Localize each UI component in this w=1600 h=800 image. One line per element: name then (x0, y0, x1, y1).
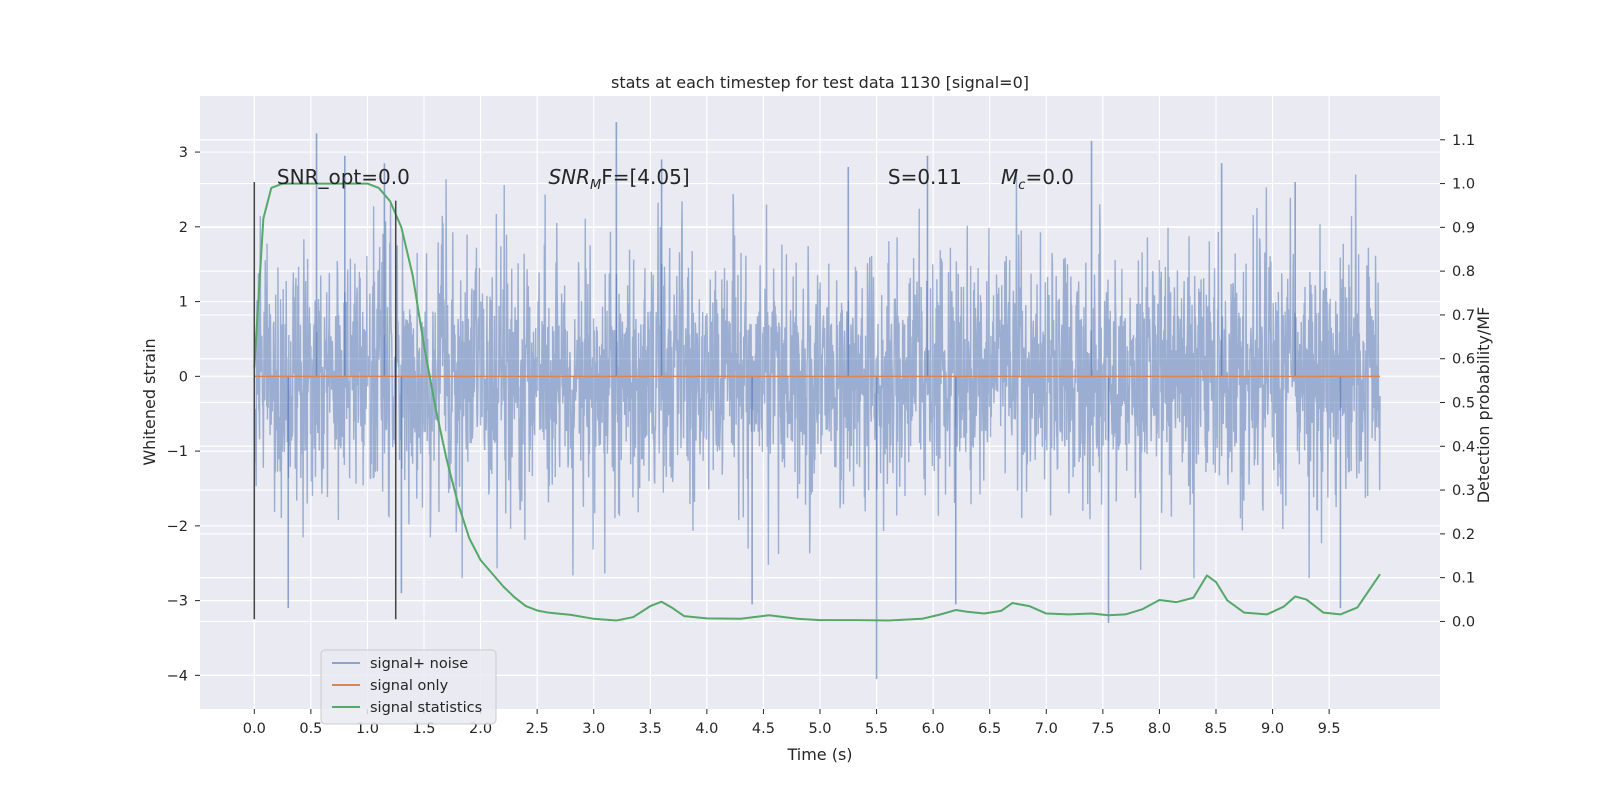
x-tick-label: 3.0 (582, 721, 605, 737)
x-tick-label: 5.0 (808, 721, 831, 737)
x-tick-label: 8.0 (1148, 721, 1171, 737)
legend: signal+ noise signal only signal statist… (320, 649, 497, 725)
y-tick-label: 3 (179, 145, 188, 161)
y2-tick-label: 0.6 (1452, 352, 1475, 368)
axis-ticks: 0.0 0.5 1.0 1.5 2.0 2.5 3.0 3.5 4.0 4.5 5.0 5.5 6.0 6… (167, 133, 1475, 737)
annotation-s: S=0.11 (888, 165, 962, 189)
series-layer (253, 122, 1381, 680)
annotation-mc-tail: =0.0 (1025, 165, 1074, 189)
annotation-snr-mf: SNRMF=[4.05] (548, 165, 689, 193)
legend-box (320, 649, 497, 725)
y2-tick-label: 0.4 (1452, 439, 1475, 455)
x-tick-label: 7.5 (1091, 721, 1114, 737)
x-tick-label: 7.0 (1035, 721, 1058, 737)
x-tick-label: 5.5 (865, 721, 888, 737)
x-tick-label: 6.0 (922, 721, 945, 737)
x-tick-label: 9.5 (1318, 721, 1341, 737)
x-tick-label: 1.0 (356, 721, 379, 737)
x-tick-label: 9.0 (1261, 721, 1284, 737)
x-tick-label: 1.5 (412, 721, 435, 737)
y-axis-title: Whitened strain (140, 338, 159, 465)
x-tick-label: 4.0 (695, 721, 718, 737)
y2-axis-title: Detection probability/MF (1474, 307, 1493, 504)
chart-title: stats at each timestep for test data 113… (611, 73, 1029, 92)
x-tick-label: 0.5 (299, 721, 322, 737)
x-tick-label: 4.5 (752, 721, 775, 737)
y2-tick-label: 0.2 (1452, 527, 1475, 543)
y2-tick-label: 0.3 (1452, 483, 1475, 499)
annotations: SNR_opt=0.0 SNRMF=[4.05] S=0.11 Mc=0.0 (277, 165, 1074, 193)
annotation-mc: Mc=0.0 (1001, 165, 1074, 193)
legend-label-signal-only: signal only (370, 678, 449, 694)
x-tick-label: 8.5 (1204, 721, 1227, 737)
signal-noise-waveform (253, 174, 1381, 579)
y2-tick-label: 0.0 (1452, 614, 1475, 630)
x-tick-label: 0.0 (243, 721, 266, 737)
y2-tick-label: 0.9 (1452, 220, 1475, 236)
signal-statistics-line (253, 182, 1381, 622)
annotation-snr-mf-sub: M (590, 178, 601, 193)
y2-tick-label: 1.1 (1452, 133, 1475, 149)
y2-tick-label: 0.5 (1452, 396, 1475, 412)
y-tick-label: 2 (179, 220, 188, 236)
x-tick-label: 2.0 (469, 721, 492, 737)
y-tick-label: −2 (167, 519, 188, 535)
y-tick-label: 0 (179, 369, 188, 385)
y-tick-label: 1 (179, 295, 188, 311)
vertical-markers (253, 181, 397, 620)
x-tick-label: 6.5 (978, 721, 1001, 737)
legend-label-signal-statistics: signal statistics (370, 700, 482, 716)
annotation-mc-main: M (1001, 165, 1018, 189)
x-axis-title: Time (s) (786, 745, 852, 764)
x-tick-label: 3.5 (639, 721, 662, 737)
legend-label-signal-noise: signal+ noise (370, 656, 468, 672)
y2-tick-label: 0.1 (1452, 571, 1475, 587)
y-tick-label: −4 (167, 668, 188, 684)
x-tick-label: 2.5 (526, 721, 549, 737)
y2-tick-label: 0.7 (1452, 308, 1475, 324)
y2-tick-label: 0.8 (1452, 264, 1475, 280)
annotation-snr-opt: SNR_opt=0.0 (277, 165, 410, 189)
y-tick-label: −3 (167, 594, 188, 610)
y2-tick-label: 1.0 (1452, 177, 1475, 193)
annotation-mc-sub: c (1018, 178, 1025, 193)
annotation-snr-mf-main: SNR (548, 165, 590, 189)
annotation-snr-mf-tail: F=[4.05] (601, 165, 689, 189)
y-tick-label: −1 (167, 444, 188, 460)
